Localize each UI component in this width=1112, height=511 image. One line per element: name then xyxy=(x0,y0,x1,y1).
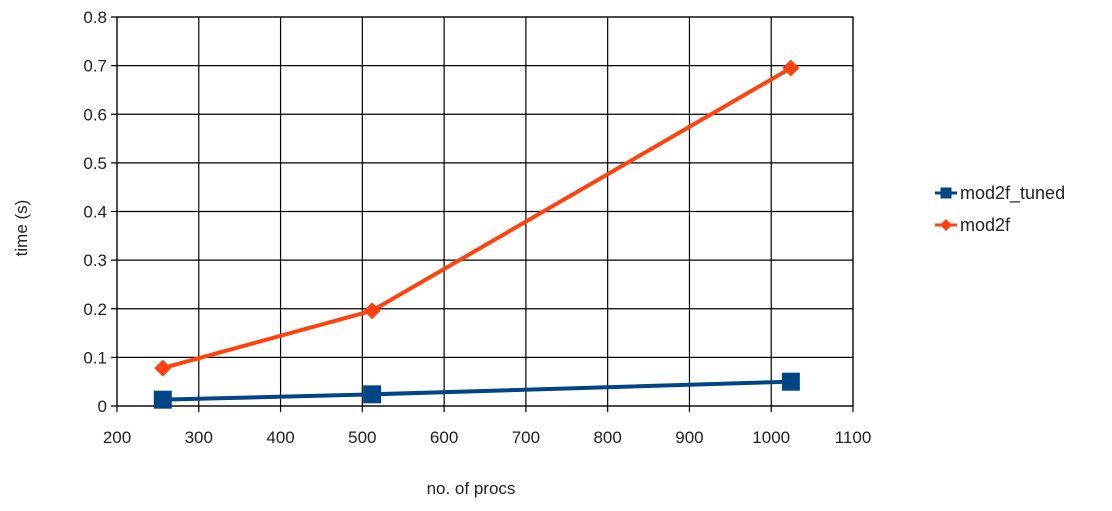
legend: mod2f_tuned mod2f xyxy=(935,183,1065,235)
legend-item-mod2f_tuned: mod2f_tuned xyxy=(935,183,1065,204)
y-axis-title: time (s) xyxy=(12,200,31,257)
legend-item-mod2f: mod2f xyxy=(935,215,1011,235)
x-axis-title: no. of procs xyxy=(427,479,516,498)
legend-label: mod2f_tuned xyxy=(960,183,1065,204)
y-tick-label: 0.6 xyxy=(83,105,107,124)
tick-labels: 200 300 400 500 600 700 800 900 1000 1100 0 0.1 0.2 0… xyxy=(83,8,871,447)
x-tick-label: 400 xyxy=(266,428,294,447)
x-tick-label: 600 xyxy=(430,428,458,447)
y-tick-label: 0.5 xyxy=(83,154,107,173)
x-tick-label: 1100 xyxy=(835,428,872,447)
series-line-mod2f xyxy=(160,66,793,371)
x-tick-label: 800 xyxy=(593,428,621,447)
data-point-mod2f xyxy=(363,302,381,320)
data-point-mod2f_tuned xyxy=(781,372,800,391)
legend-marker xyxy=(940,219,952,231)
data-point-mod2f_tuned xyxy=(363,385,382,404)
y-tick-label: 0 xyxy=(98,397,107,416)
data-point-mod2f_tuned xyxy=(153,390,172,409)
x-tick-label: 900 xyxy=(675,428,703,447)
x-tick-label: 700 xyxy=(512,428,540,447)
y-tick-label: 0.7 xyxy=(83,57,107,76)
y-tick-label: 0.3 xyxy=(83,251,107,270)
y-tick-label: 0.8 xyxy=(83,8,107,27)
y-tick-label: 0.4 xyxy=(83,203,107,222)
plot-border xyxy=(116,16,854,407)
x-tick-label: 300 xyxy=(185,428,213,447)
series xyxy=(153,59,800,409)
legend-label: mod2f xyxy=(960,215,1011,235)
series-line-mod2f_tuned xyxy=(160,379,793,402)
data-point-mod2f xyxy=(154,359,172,377)
x-tick-label: 1000 xyxy=(752,428,790,447)
axes xyxy=(116,16,854,407)
x-tick-label: 200 xyxy=(103,428,131,447)
y-tick-label: 0.1 xyxy=(83,348,107,367)
y-tick-label: 0.2 xyxy=(83,300,107,319)
data-point-mod2f xyxy=(782,59,800,77)
series-mod2f xyxy=(154,59,800,377)
x-tick-label: 500 xyxy=(348,428,376,447)
series-mod2f_tuned xyxy=(153,372,800,409)
legend-marker xyxy=(940,187,952,199)
